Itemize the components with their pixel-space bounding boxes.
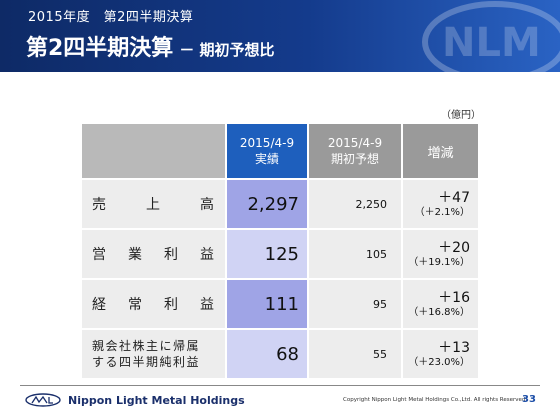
- row-label-net-income: 親会社株主に帰属 する四半期純利益: [80, 328, 227, 380]
- header-plan-period: 2015/4-9: [327, 136, 383, 150]
- row-label-net-income-line1: 親会社株主に帰属: [92, 339, 201, 353]
- diff-value: ＋47: [438, 189, 470, 206]
- diff-cell: ＋47 （＋2.1%）: [401, 178, 480, 230]
- slide-subtitle: 2015年度 第2四半期決算: [28, 10, 194, 25]
- diff-percent: （＋23.0%）: [408, 356, 470, 368]
- header-actual-label: 実績: [254, 152, 279, 166]
- footer-divider: [20, 385, 540, 386]
- company-name: Nippon Light Metal Holdings: [68, 393, 245, 407]
- plan-value: 55: [307, 328, 403, 380]
- row-label-ordinary-income: 経常利益: [80, 278, 227, 330]
- header-actual-period: 2015/4-9: [239, 136, 295, 150]
- copyright-text: Copyright Nippon Light Metal Holdings Co…: [343, 397, 528, 403]
- diff-percent: （＋19.1%）: [408, 256, 470, 268]
- table-row: 営業利益 125 105 ＋20 （＋19.1%）: [80, 228, 480, 280]
- financial-table: 2015/4-9 実績 2015/4-9 期初予想 増減 売上高 2,297 2…: [80, 122, 480, 380]
- diff-cell: ＋16 （＋16.8%）: [401, 278, 480, 330]
- table-row: 経常利益 111 95 ＋16 （＋16.8%）: [80, 278, 480, 330]
- slide-title-main: 第2四半期決算: [26, 36, 174, 61]
- diff-percent: （＋16.8%）: [408, 306, 470, 318]
- table-row: 親会社株主に帰属 する四半期純利益 68 55 ＋13 （＋23.0%）: [80, 328, 480, 380]
- slide-title-sub: － 期初予想比: [179, 41, 275, 59]
- diff-cell: ＋13 （＋23.0%）: [401, 328, 480, 380]
- table-row: 売上高 2,297 2,250 ＋47 （＋2.1%）: [80, 178, 480, 230]
- header-diff: 増減: [401, 122, 480, 180]
- header-empty-cell: [80, 122, 227, 180]
- diff-cell: ＋20 （＋19.1%）: [401, 228, 480, 280]
- header-plan: 2015/4-9 期初予想: [307, 122, 403, 180]
- row-label-net-income-line2: する四半期純利益: [92, 355, 201, 369]
- diff-value: ＋20: [438, 239, 470, 256]
- slide-title: 第2四半期決算 － 期初予想比: [26, 30, 275, 62]
- table-header-row: 2015/4-9 実績 2015/4-9 期初予想 増減: [80, 122, 480, 180]
- slide-header: NLM 2015年度 第2四半期決算 第2四半期決算 － 期初予想比: [0, 0, 560, 72]
- actual-value: 125: [225, 228, 309, 280]
- page-number: 33: [522, 394, 536, 405]
- nlm-logo-icon: [25, 393, 61, 407]
- row-label-sales: 売上高: [80, 178, 227, 230]
- svg-text:NLM: NLM: [442, 20, 541, 66]
- unit-label: （億円）: [441, 110, 481, 121]
- diff-percent: （＋2.1%）: [414, 206, 470, 218]
- header-plan-label: 期初予想: [330, 152, 379, 166]
- plan-value: 2,250: [307, 178, 403, 230]
- row-label-operating-income: 営業利益: [80, 228, 227, 280]
- diff-value: ＋13: [438, 339, 470, 356]
- plan-value: 105: [307, 228, 403, 280]
- plan-value: 95: [307, 278, 403, 330]
- diff-value: ＋16: [438, 289, 470, 306]
- nlm-logo-watermark-icon: NLM: [422, 1, 560, 72]
- actual-value: 111: [225, 278, 309, 330]
- actual-value: 2,297: [225, 178, 309, 230]
- header-actual: 2015/4-9 実績: [225, 122, 309, 180]
- company-logo: Nippon Light Metal Holdings: [24, 393, 245, 407]
- actual-value: 68: [225, 328, 309, 380]
